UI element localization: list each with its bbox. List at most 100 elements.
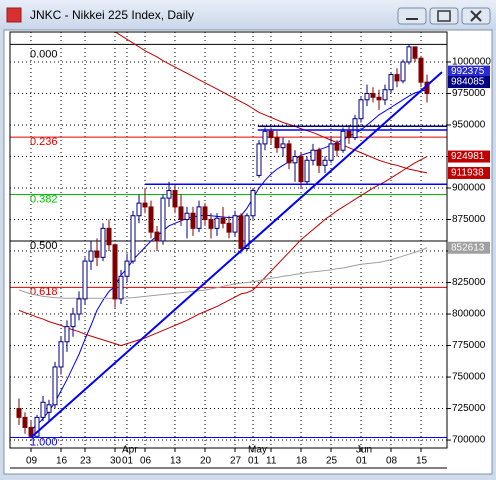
candle-body [112,244,118,300]
candle-body [226,222,232,233]
candle-body [328,143,334,161]
candle-body [142,202,148,208]
candle-body [406,46,412,63]
x-tick-label: 25 [326,456,338,467]
y-tick-label: 950000 [452,120,486,131]
price-tag [448,65,490,78]
candle-body [268,130,274,139]
candle-body [82,260,88,300]
candle-body [190,212,196,229]
candle-body [196,206,202,229]
candle-body [220,217,226,224]
candle-body [178,206,184,221]
x-tick-label: 11 [266,456,277,467]
candle-body [286,143,292,164]
candle-body [202,206,208,221]
candle-body [238,215,244,250]
candle-body [292,156,298,164]
trendline [30,71,443,439]
candle-body [370,92,376,98]
candle-body [58,341,64,368]
candle-body [34,416,40,437]
candle-body [388,74,394,91]
price-tag [448,150,490,163]
candle-body [100,227,106,258]
candle-body [52,366,58,406]
fib-label: 0.000 [30,48,58,60]
candle-body [160,197,166,242]
candle-body [382,89,388,101]
y-tick-label: 725000 [452,403,486,414]
chart-panel [3,29,493,475]
candle-body [64,326,70,343]
candle-body [214,217,220,229]
candle-body [172,190,178,208]
candle-body [232,215,238,233]
candle-body [124,260,130,277]
price-tag [448,241,490,254]
candle-body [46,404,52,413]
y-tick-label: 775000 [452,340,486,351]
candle-body [376,96,382,101]
x-tick-label: 15 [416,456,428,467]
month-label: Apr [122,445,138,456]
window-title: JNKC - Nikkei 225 Index, Daily [30,8,194,22]
fib-label: 0.236 [30,136,58,148]
candle-body [400,61,406,82]
candle-body [310,149,316,161]
candle-body [118,275,124,300]
y-tick-label: 750000 [452,372,486,383]
candle-body [322,159,328,166]
app-icon [6,7,22,23]
window-buttons [397,7,491,25]
candle-body [76,298,82,315]
candle-body [256,143,262,176]
candle-body [136,202,142,217]
x-tick-label: 20 [200,456,212,467]
price-tag-label: 924981 [451,151,485,162]
y-tick-label: 1000000 [452,57,491,68]
price-tag [448,76,490,89]
candle-body [94,250,100,258]
candle-body [22,416,28,428]
candle-body [334,143,340,151]
candle-body [130,215,136,262]
candle-body [340,130,346,151]
candle-body [394,74,400,82]
candle-body [70,313,76,328]
fib-label: 1.000 [30,436,58,448]
candle-body [352,118,358,139]
fib-label: 0.382 [30,193,58,205]
candle-body [184,212,190,221]
candle-body [28,426,34,437]
x-tick-label: 23 [80,456,92,467]
month-label: May [248,445,267,456]
price-tag-label: 852613 [451,242,485,253]
candle-body [40,401,46,418]
maximize-icon [437,10,451,22]
x-tick-label: 09 [26,456,38,467]
candle-body [418,57,424,83]
price-tag-label: 984085 [451,77,485,88]
candle-body [148,206,154,233]
moving-average [18,156,428,347]
maximize-button[interactable] [429,7,459,25]
axes: 7000007250007500007750008000008250008500… [26,57,491,467]
candle-body [250,190,256,217]
y-tick-label: 875000 [452,214,486,225]
minimize-button[interactable] [397,7,427,25]
plot-border [9,31,448,449]
candle-body [316,149,322,166]
candle-body [358,99,364,120]
candle-body [298,156,304,183]
y-tick-label: 800000 [452,309,486,320]
y-tick-label: 825000 [452,277,486,288]
candle-body [16,408,22,418]
y-tick-label: 700000 [452,435,486,446]
candle-body [364,92,370,101]
candle-body [262,130,268,145]
x-tick-label: 13 [170,456,182,467]
candle-body [106,227,112,246]
candle-body [274,137,280,149]
